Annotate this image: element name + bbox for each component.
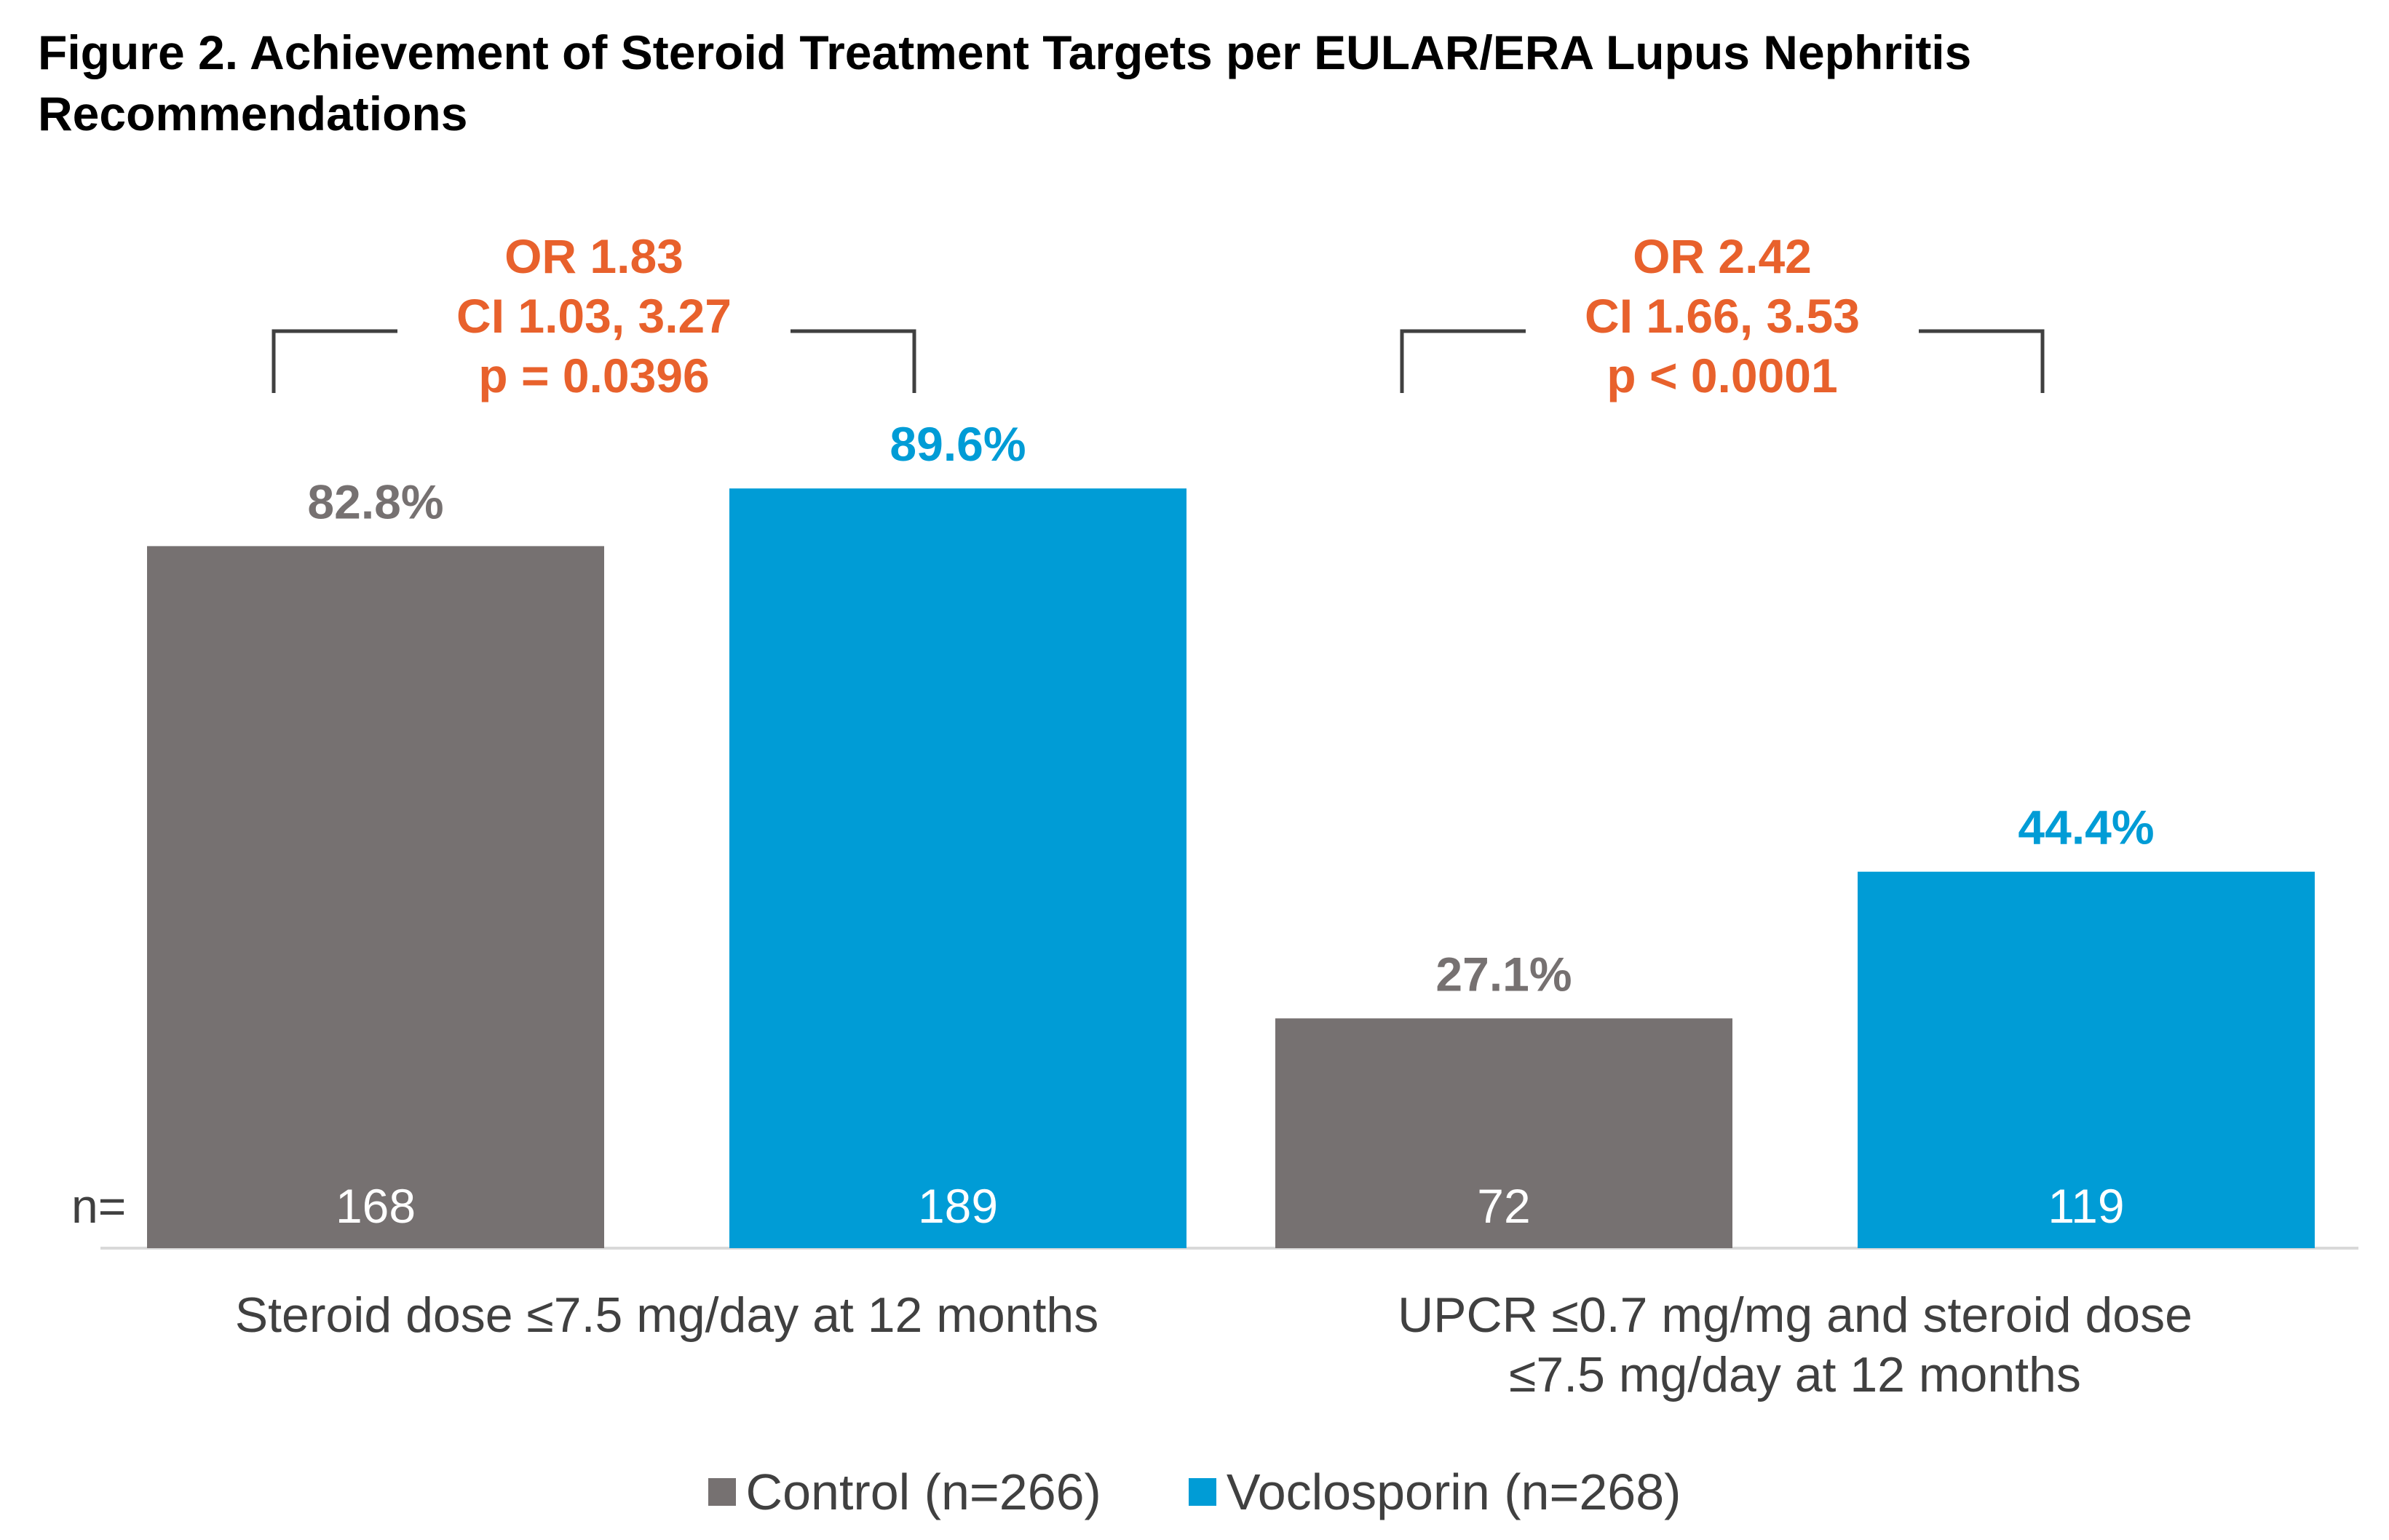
category-label-2-line-1: UPCR ≤0.7 mg/mg and steroid dose [1398,1287,2192,1343]
bracket-left-2 [1400,329,1526,393]
bracket-left-1 [272,329,397,393]
legend-label-voclosporin: Voclosporin (n=268) [1226,1464,1681,1520]
n-label-voclosporin-1: 189 [918,1179,998,1233]
legend-item-control: Control (n=266) [708,1463,1101,1521]
data-label-voclosporin-1: 89.6% [890,417,1026,471]
bar-control-2 [1275,1018,1732,1248]
n-label-control-2: 72 [1477,1179,1530,1233]
stats-annotation-2-line-3: p < 0.0001 [1606,349,1837,402]
stats-annotation-1-line-1: OR 1.83 [504,229,684,283]
stats-annotation-1-line-2: CI 1.03, 3.27 [456,289,732,343]
legend-label-control: Control (n=266) [745,1464,1101,1520]
bar-control-1 [147,546,604,1248]
category-label-1-line-1: Steroid dose ≤7.5 mg/day at 12 months [235,1287,1098,1343]
stats-annotation-2-line-1: OR 2.42 [1633,229,1812,283]
data-label-voclosporin-2: 44.4% [2018,801,2154,854]
legend-swatch-control [708,1478,736,1506]
bracket-right-2 [1919,329,2045,393]
data-label-control-2: 27.1% [1435,947,1572,1001]
n-prefix-label: n= [71,1179,126,1233]
category-label-2-line-2: ≤7.5 mg/day at 12 months [1509,1347,2081,1402]
n-label-voclosporin-2: 119 [2048,1179,2124,1233]
bar-voclosporin-1 [729,488,1186,1249]
figure-title: Figure 2. Achievement of Steroid Treatme… [38,25,1972,140]
data-label-control-1: 82.8% [307,475,443,528]
stats-annotation-2-line-2: CI 1.66, 3.53 [1585,289,1860,343]
bracket-right-1 [791,329,916,393]
legend: Control (n=266) Voclosporin (n=268) [0,1463,2389,1521]
n-label-control-1: 168 [336,1179,416,1233]
stats-annotation-1-line-3: p = 0.0396 [478,349,709,402]
bar-voclosporin-2 [1858,871,2315,1248]
legend-item-voclosporin: Voclosporin (n=268) [1188,1463,1681,1521]
legend-swatch-voclosporin [1188,1478,1216,1506]
